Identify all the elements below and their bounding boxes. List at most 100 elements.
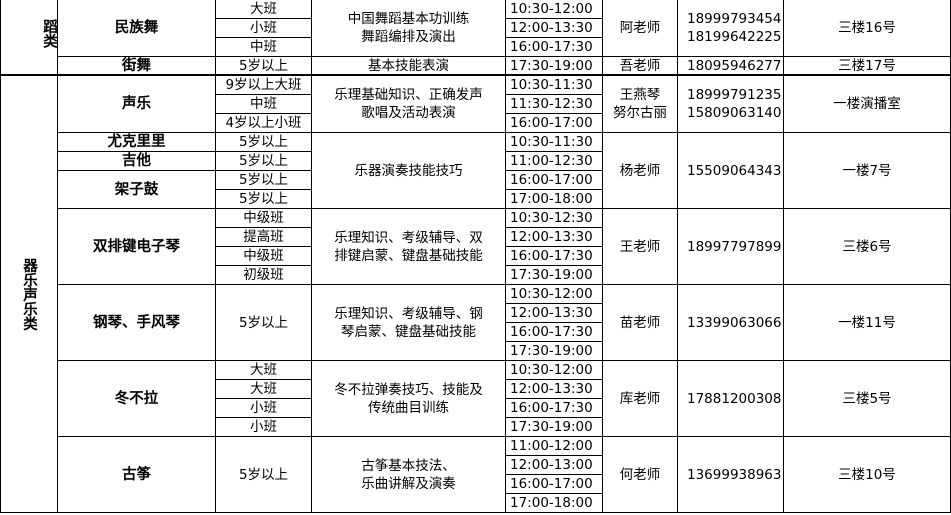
teacher-text: 阿老师 (619, 20, 661, 36)
course-content: 基本技能表演 (312, 57, 506, 76)
teacher-text: 库老师 (619, 390, 661, 407)
class-time-text: 12:00-13:30 (510, 305, 593, 321)
course-name-text: 街舞 (122, 57, 151, 74)
course-content: 乐理知识、考级辅导、双 排键启蒙、键盘基础技能 (312, 209, 506, 285)
phone: 17881200308 (678, 361, 784, 437)
teacher: 阿老师 (603, 0, 678, 57)
class-time-text: 10:30-12:00 (510, 362, 593, 378)
class-time: 10:30-11:30 (506, 133, 603, 152)
location-text: 一楼演播室 (833, 96, 901, 112)
class-time-text: 16:00-17:00 (510, 476, 593, 492)
class-time: 17:30-19:00 (506, 266, 603, 285)
phone: 18095946277 (678, 57, 784, 76)
course-content-text: 基本技能表演 (368, 57, 449, 74)
class-time-text: 10:30-12:30 (510, 210, 593, 226)
class-level: 5岁以上 (216, 152, 312, 171)
class-level: 5岁以上 (216, 57, 312, 76)
class-time-text: 12:00-13:30 (510, 20, 593, 36)
class-time: 12:00-13:00 (506, 456, 603, 475)
class-level-text: 5岁以上 (238, 466, 289, 483)
course-name-text: 架子鼓 (114, 181, 159, 198)
teacher-text: 努尔古丽 (613, 105, 667, 121)
class-time: 11:00-12:00 (506, 437, 603, 456)
class-level: 小班 (216, 19, 312, 38)
class-time: 17:00-18:00 (506, 494, 603, 513)
course-name-text: 钢琴、手风琴 (93, 314, 180, 331)
class-level: 中级班 (216, 209, 312, 228)
location: 三楼6号 (784, 209, 951, 285)
class-time-text: 10:30-11:30 (510, 134, 593, 150)
course-content-text: 乐理知识、考级辅导、双 (334, 229, 483, 246)
location-text: 三楼5号 (842, 390, 892, 407)
class-time-text: 17:00-18:00 (510, 495, 593, 511)
class-time: 17:30-19:00 (506, 418, 603, 437)
phone-text: 18999793454 (687, 11, 782, 27)
course-content: 冬不拉弹奏技巧、技能及 传统曲目训练 (312, 361, 506, 437)
class-time-text: 12:00-13:00 (510, 457, 593, 473)
class-time: 16:00-17:30 (506, 38, 603, 57)
location-text: 一楼7号 (842, 162, 892, 179)
course-content-text: 排键启蒙、键盘基础技能 (334, 247, 483, 264)
class-time-text: 16:00-17:30 (510, 248, 593, 264)
class-time-text: 16:00-17:30 (510, 324, 593, 340)
class-time: 16:00-17:00 (506, 114, 603, 133)
class-time: 12:00-13:30 (506, 380, 603, 399)
class-level-text: 5岁以上 (238, 191, 289, 207)
phone-text: 15809063140 (687, 105, 782, 121)
course-content-text: 舞蹈编排及演出 (361, 29, 456, 45)
phone: 18997797899 (678, 209, 784, 285)
class-time: 16:00-17:30 (506, 323, 603, 342)
course-name: 双排键电子琴 (58, 209, 216, 285)
course-name: 架子鼓 (58, 171, 216, 209)
class-time: 10:30-12:30 (506, 209, 603, 228)
class-time: 10:30-12:00 (506, 285, 603, 304)
phone: 18999791235 15809063140 (678, 76, 784, 133)
class-time-text: 17:30-19:00 (510, 419, 593, 435)
class-time-text: 17:00-18:00 (510, 191, 593, 207)
class-level: 大班 (216, 361, 312, 380)
class-level-text: 4岁以上小班 (225, 115, 302, 131)
location: 一楼11号 (784, 285, 951, 361)
class-time: 12:00-13:30 (506, 19, 603, 38)
course-content-text: 琴启蒙、键盘基础技能 (341, 323, 476, 340)
class-level: 9岁以上大班 (216, 76, 312, 95)
class-level: 5岁以上 (216, 133, 312, 152)
class-time-text: 16:00-17:30 (510, 400, 593, 416)
teacher: 王燕琴 努尔古丽 (603, 76, 678, 133)
course-content: 乐理基础知识、正确发声 歌唱及活动表演 (312, 76, 506, 133)
class-time-text: 10:30-12:00 (510, 1, 593, 17)
course-name: 吉他 (58, 152, 216, 171)
class-time: 16:00-17:00 (506, 171, 603, 190)
class-time-text: 16:00-17:00 (510, 172, 593, 188)
class-level: 小班 (216, 418, 312, 437)
class-time: 11:00-12:30 (506, 152, 603, 171)
class-level: 5岁以上 (216, 171, 312, 190)
category-text: 蹈类 (41, 19, 57, 48)
course-content-text: 中国舞蹈基本功训练 (347, 11, 470, 27)
class-time-text: 11:00-12:00 (510, 438, 593, 454)
class-time-text: 10:30-12:00 (510, 286, 593, 302)
class-time: 10:30-12:00 (506, 361, 603, 380)
teacher: 苗老师 (603, 285, 678, 361)
course-content: 古筝基本技法、 乐曲讲解及演奏 (312, 437, 506, 513)
class-level-text: 小班 (250, 400, 277, 416)
class-time-text: 10:30-11:30 (510, 77, 593, 93)
course-content-text: 歌唱及活动表演 (361, 105, 456, 121)
teacher: 何老师 (603, 437, 678, 513)
class-time-text: 11:30-12:30 (510, 96, 593, 112)
class-level-text: 5岁以上 (238, 57, 289, 74)
teacher-text: 王老师 (619, 238, 661, 255)
location-text: 三楼10号 (838, 466, 896, 483)
course-name: 民族舞 (58, 0, 216, 57)
teacher-text: 吾老师 (619, 57, 661, 74)
course-content: 中国舞蹈基本功训练 舞蹈编排及演出 (312, 0, 506, 57)
course-name: 古筝 (58, 437, 216, 513)
course-content-text: 乐理基础知识、正确发声 (334, 87, 483, 103)
class-level: 5岁以上 (216, 190, 312, 209)
class-level-text: 中级班 (243, 248, 284, 264)
class-time: 12:00-13:30 (506, 304, 603, 323)
course-name: 冬不拉 (58, 361, 216, 437)
class-level: 中班 (216, 95, 312, 114)
location-text: 三楼16号 (838, 20, 896, 36)
